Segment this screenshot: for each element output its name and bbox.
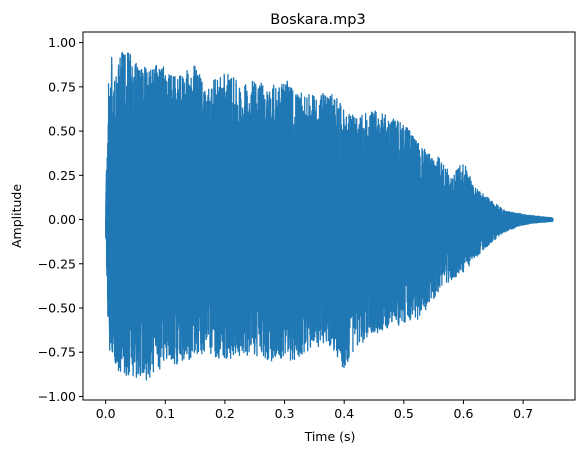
- y-tick-label: 1.00: [48, 35, 76, 50]
- x-tick-label: 0.3: [275, 406, 295, 421]
- x-axis-label: Time (s): [304, 429, 356, 444]
- x-tick-label: 0.0: [96, 406, 116, 421]
- y-axis: 1.00 0.75 0.50 0.25 0.00 −0.25 −0.50 −0.75 −1.00: [38, 35, 83, 404]
- waveform-series: [105, 52, 554, 381]
- x-tick-label: 0.2: [215, 406, 235, 421]
- x-axis: 0.0 0.1 0.2 0.3 0.4 0.5 0.6 0.7: [96, 400, 533, 421]
- plot-area: [82, 31, 576, 401]
- x-tick-label: 0.7: [513, 406, 533, 421]
- chart-title: Boskara.mp3: [270, 12, 365, 28]
- y-tick-label: 0.75: [48, 79, 76, 94]
- y-tick-label: 0.00: [48, 212, 76, 227]
- x-tick-label: 0.5: [394, 406, 414, 421]
- y-tick-label: −0.25: [38, 256, 76, 271]
- y-tick-label: 0.50: [48, 124, 76, 139]
- y-tick-label: −0.75: [38, 345, 76, 360]
- axes-frame: [82, 31, 576, 401]
- x-tick-label: 0.1: [155, 406, 175, 421]
- y-tick-label: −0.50: [38, 301, 76, 316]
- y-axis-label: Amplitude: [9, 184, 24, 248]
- x-tick-label: 0.4: [334, 406, 354, 421]
- y-tick-label: 0.25: [48, 168, 76, 183]
- x-tick-label: 0.6: [454, 406, 474, 421]
- y-tick-label: −1.00: [38, 389, 76, 404]
- waveform-line: [105, 52, 554, 381]
